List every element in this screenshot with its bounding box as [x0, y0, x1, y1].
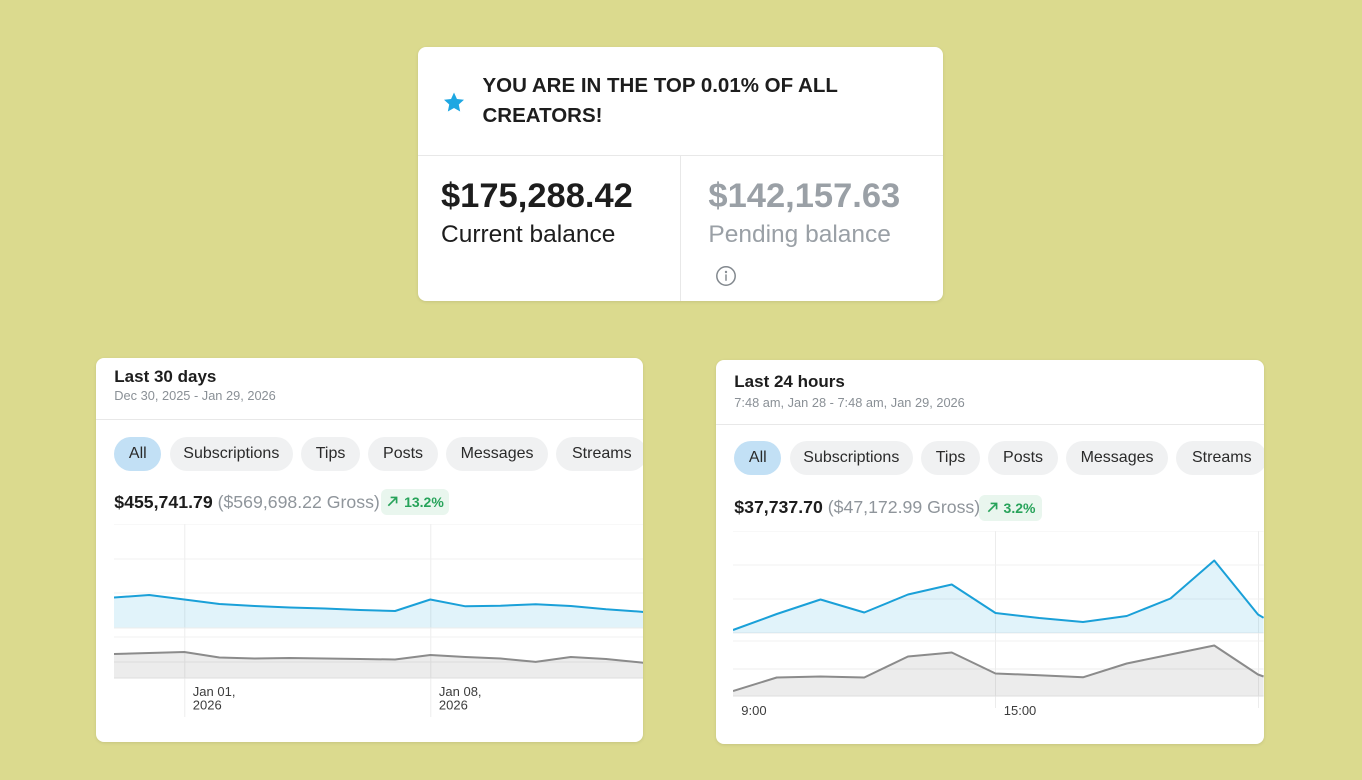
svg-text:2026: 2026: [439, 697, 468, 712]
svg-text:Jan 08,: Jan 08,: [439, 683, 482, 698]
svg-text:15:00: 15:00: [1004, 703, 1037, 718]
svg-text:2026: 2026: [192, 697, 221, 712]
svg-text:9:00: 9:00: [741, 703, 766, 718]
svg-text:Jan 01,: Jan 01,: [192, 683, 235, 698]
